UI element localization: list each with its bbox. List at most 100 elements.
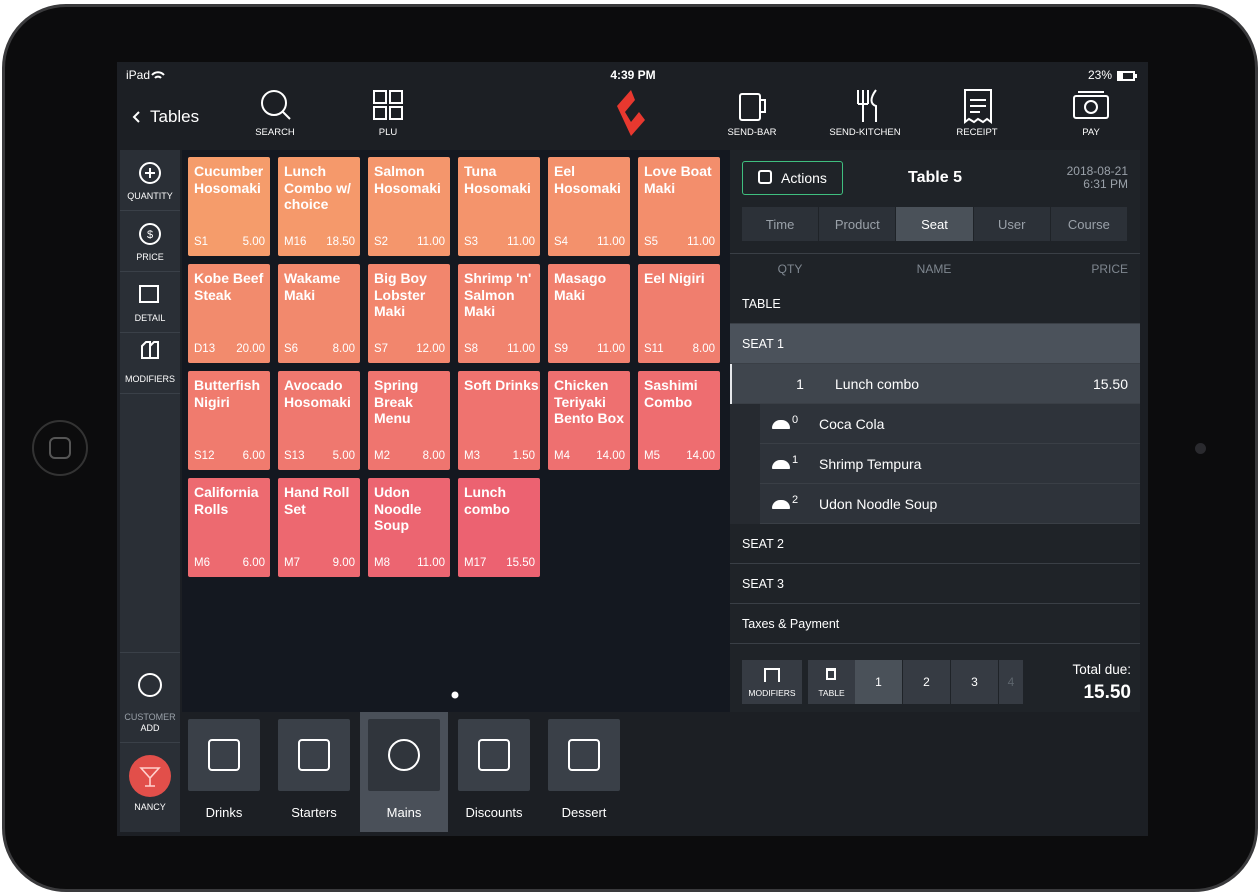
item-qty[interactable]: 1 — [796, 376, 804, 392]
product-name[interactable]: Love Boat Maki — [644, 163, 712, 196]
product-price[interactable]: 6.00 — [242, 557, 265, 569]
category-icon-box[interactable] — [548, 719, 620, 791]
product-price[interactable]: 18.50 — [326, 236, 355, 248]
product-name[interactable]: California Rolls — [194, 484, 259, 517]
modifier-row[interactable] — [760, 404, 1140, 444]
product-tile[interactable] — [368, 371, 450, 470]
product-name[interactable]: Avocado Hosomaki — [284, 377, 351, 410]
sidebar-label[interactable]: QUANTITY — [127, 191, 173, 201]
product-code[interactable]: S6 — [284, 343, 299, 355]
product-tile[interactable] — [278, 478, 360, 577]
category-icon-box[interactable] — [278, 719, 350, 791]
product-tile[interactable] — [548, 264, 630, 363]
section-row[interactable] — [730, 604, 1140, 644]
product-price[interactable]: 6.00 — [242, 450, 265, 462]
sidebar-label[interactable]: DETAIL — [134, 313, 166, 323]
product-code[interactable]: M8 — [374, 557, 390, 569]
product-price[interactable]: 8.00 — [332, 343, 355, 355]
product-tile[interactable] — [278, 264, 360, 363]
product-price[interactable]: 1.50 — [512, 450, 535, 462]
product-tile[interactable] — [548, 371, 630, 470]
product-name[interactable]: Sashimi Combo — [644, 377, 698, 410]
product-tile[interactable] — [638, 157, 720, 256]
product-code[interactable]: S7 — [374, 343, 389, 355]
toolbar-label[interactable]: RECEIPT — [956, 127, 998, 138]
product-price[interactable]: 14.00 — [596, 450, 625, 462]
product-tile[interactable] — [638, 371, 720, 470]
product-code[interactable]: M5 — [644, 450, 660, 462]
product-price[interactable]: 11.00 — [507, 236, 535, 248]
product-price[interactable]: 8.00 — [692, 343, 715, 355]
customer-label[interactable]: CUSTOMER — [124, 712, 176, 722]
product-name[interactable]: Masago Maki — [554, 270, 607, 303]
product-name[interactable]: Tuna Hosomaki — [464, 163, 531, 196]
product-code[interactable]: M17 — [464, 557, 487, 569]
item-name[interactable]: Lunch combo — [835, 376, 920, 392]
product-tile[interactable] — [458, 371, 540, 470]
product-code[interactable]: S13 — [284, 450, 305, 462]
product-name[interactable]: Cucumber Hosomaki — [194, 163, 264, 196]
modifier-name[interactable]: Shrimp Tempura — [819, 456, 922, 472]
product-price[interactable]: 11.00 — [507, 343, 535, 355]
section-row-label[interactable]: Taxes & Payment — [742, 617, 840, 631]
item-price[interactable]: 15.50 — [1092, 376, 1128, 392]
product-tile[interactable] — [458, 478, 540, 577]
section-row-label[interactable]: SEAT 1 — [742, 337, 784, 351]
product-tile[interactable] — [458, 157, 540, 256]
product-price[interactable]: 11.00 — [417, 557, 445, 569]
product-name[interactable]: Kobe Beef Steak — [194, 270, 264, 303]
product-name[interactable]: Lunch combo — [464, 484, 510, 517]
home-button[interactable] — [32, 420, 88, 476]
product-price[interactable]: 12.00 — [416, 343, 445, 355]
product-name[interactable]: Lunch Combo w/ choice — [284, 163, 351, 212]
actions-button[interactable]: Actions — [742, 161, 843, 195]
product-price[interactable]: 11.00 — [597, 343, 625, 355]
footer-button[interactable]: TABLE — [808, 660, 855, 704]
product-name[interactable]: Spring Break Menu — [374, 377, 419, 426]
category-label[interactable]: Starters — [291, 804, 337, 820]
toolbar-label[interactable]: SEND-KITCHEN — [829, 127, 901, 138]
product-tile[interactable] — [548, 157, 630, 256]
product-name[interactable]: Hand Roll Set — [284, 484, 350, 517]
product-name[interactable]: Big Boy Lobster Maki — [374, 270, 427, 319]
product-code[interactable]: M2 — [374, 450, 390, 462]
product-tile[interactable] — [278, 371, 360, 470]
product-tile[interactable] — [368, 478, 450, 577]
product-name[interactable]: Udon Noodle Soup — [374, 484, 422, 533]
sidebar-label[interactable]: PRICE — [136, 252, 164, 262]
product-code[interactable]: S8 — [464, 343, 479, 355]
product-code[interactable]: S5 — [644, 236, 659, 248]
product-price[interactable]: 8.00 — [422, 450, 445, 462]
footer-button[interactable]: MODIFIERS — [742, 660, 802, 704]
product-name[interactable]: Soft Drinks — [464, 377, 539, 393]
category-icon-box[interactable] — [188, 719, 260, 791]
back-button[interactable]: Tables — [150, 107, 200, 126]
section-row[interactable] — [730, 284, 1140, 324]
product-name[interactable]: Salmon Hosomaki — [374, 163, 441, 196]
product-name[interactable]: Eel Nigiri — [644, 270, 705, 286]
section-row[interactable] — [730, 324, 1140, 364]
product-tile[interactable] — [458, 264, 540, 363]
sort-tab[interactable]: Course — [1050, 207, 1127, 241]
section-row[interactable] — [730, 564, 1140, 604]
product-tile[interactable] — [278, 157, 360, 256]
product-tile[interactable] — [368, 264, 450, 363]
toolbar-label[interactable]: SEARCH — [255, 127, 295, 138]
product-tile[interactable] — [368, 157, 450, 256]
user-name[interactable]: NANCY — [134, 802, 166, 812]
product-name[interactable]: Eel Hosomaki — [554, 163, 621, 196]
product-code[interactable]: M3 — [464, 450, 480, 462]
product-code[interactable]: S9 — [554, 343, 569, 355]
product-price[interactable]: 20.00 — [236, 343, 265, 355]
product-name[interactable]: Chicken Teriyaki Bento Box — [554, 377, 624, 426]
product-price[interactable]: 9.00 — [332, 557, 355, 569]
section-row-label[interactable]: SEAT 3 — [742, 577, 784, 591]
seat-button[interactable]: 2 — [903, 660, 950, 704]
product-name[interactable]: Butterfish Nigiri — [194, 377, 261, 410]
product-code[interactable]: S4 — [554, 236, 569, 248]
product-code[interactable]: M6 — [194, 557, 210, 569]
product-code[interactable]: S1 — [194, 236, 209, 248]
sort-tab[interactable]: Seat — [896, 207, 973, 241]
section-row[interactable] — [730, 524, 1140, 564]
modifier-name[interactable]: Coca Cola — [819, 416, 885, 432]
